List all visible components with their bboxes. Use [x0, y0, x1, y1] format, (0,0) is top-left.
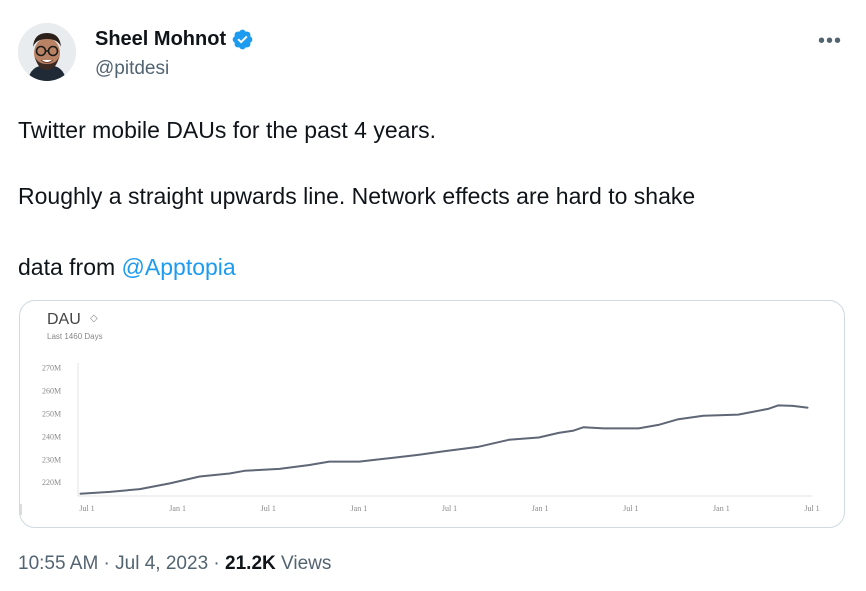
dau-data-point	[139, 488, 141, 490]
meta-separator: ·	[98, 553, 116, 574]
dau-data-point	[109, 491, 111, 493]
x-tick-label: Jul 1	[442, 504, 457, 513]
dau-data-point	[792, 405, 794, 407]
dau-data-point	[199, 475, 201, 478]
chart-subtitle: Last 1460 Days	[47, 332, 103, 341]
tweet-text-line-3: data from @Apptopia	[18, 254, 236, 281]
dau-series-line	[79, 404, 809, 495]
dau-data-point	[278, 468, 281, 470]
author-name[interactable]: Sheel Mohnot	[95, 28, 227, 50]
dau-data-point	[443, 450, 445, 452]
dau-data-point	[388, 457, 390, 459]
dau-data-point	[702, 415, 704, 417]
x-tick-label: Jan 1	[169, 504, 186, 513]
y-tick-label: 260M	[42, 387, 61, 396]
more-options-icon[interactable]: •••	[818, 30, 843, 52]
tweet-text-prefix: data from	[18, 254, 122, 280]
tweet-text-line-1: Twitter mobile DAUs for the past 4 years…	[18, 117, 436, 143]
dau-data-point	[328, 461, 330, 463]
tweet-meta: 10:55 AM · Jul 4, 2023 · 21.2K Views	[18, 553, 331, 575]
author-handle[interactable]: @pitdesi	[95, 58, 170, 79]
dau-data-point	[478, 446, 480, 448]
x-tick-label: Jan 1	[713, 504, 730, 513]
dau-data-point	[538, 436, 540, 439]
dau-data-point	[677, 418, 680, 420]
y-tick-label: 240M	[42, 432, 61, 441]
avatar-image	[18, 23, 76, 81]
dau-data-point	[558, 432, 560, 434]
mention-link[interactable]: @Apptopia	[121, 254, 236, 280]
dau-data-point	[418, 454, 420, 456]
dau-data-point	[737, 414, 739, 416]
dau-data-point	[637, 427, 640, 429]
meta-separator: ·	[208, 553, 226, 574]
dau-data-point	[807, 407, 809, 409]
verified-badge-icon[interactable]	[231, 28, 254, 51]
chart-title: DAU	[47, 311, 81, 328]
chart-image-card[interactable]: DAU ◇ Last 1460 Days 220M 230M 240M 250M 260…	[19, 300, 845, 528]
dau-data-point	[308, 464, 310, 466]
dau-data-point	[243, 470, 246, 472]
dau-data-point	[508, 439, 510, 441]
dau-data-point	[79, 493, 81, 495]
sort-icon: ◇	[90, 313, 98, 324]
tweet-date[interactable]: Jul 4, 2023	[115, 553, 209, 574]
tweet-text-line-2: Roughly a straight upwards line. Network…	[18, 183, 696, 209]
x-tick-label: Jul 1	[261, 504, 276, 513]
author-row: Sheel Mohnot	[95, 28, 254, 51]
views-count: 21.2K	[225, 553, 276, 574]
x-tick-label: Jul 1	[79, 504, 94, 513]
x-tick-label: Jul 1	[623, 504, 638, 513]
dau-data-point	[573, 430, 575, 432]
dau-data-point	[657, 424, 660, 426]
y-tick-label: 230M	[42, 455, 61, 464]
y-tick-label: 220M	[42, 478, 61, 487]
dau-data-point	[583, 426, 585, 428]
x-tick-label: Jan 1	[351, 504, 368, 513]
dau-data-point	[777, 404, 779, 406]
dau-data-point	[169, 482, 171, 484]
x-tick-label: Jan 1	[532, 504, 549, 513]
dau-data-point	[358, 461, 360, 463]
x-tick-label: Jul 1	[804, 504, 819, 513]
dau-line-chart: 220M 230M 240M 250M 260M 270M Jul 1 Jan 1 Jul 1 J…	[20, 363, 820, 515]
views-label: Views	[275, 553, 332, 574]
tweet-time[interactable]: 10:55 AM	[18, 553, 99, 574]
dau-data-point	[229, 472, 231, 475]
y-tick-label: 250M	[42, 409, 61, 418]
avatar[interactable]	[18, 23, 76, 81]
y-tick-label: 270M	[42, 364, 61, 373]
dau-data-point	[603, 427, 605, 429]
dau-data-point	[767, 408, 769, 410]
